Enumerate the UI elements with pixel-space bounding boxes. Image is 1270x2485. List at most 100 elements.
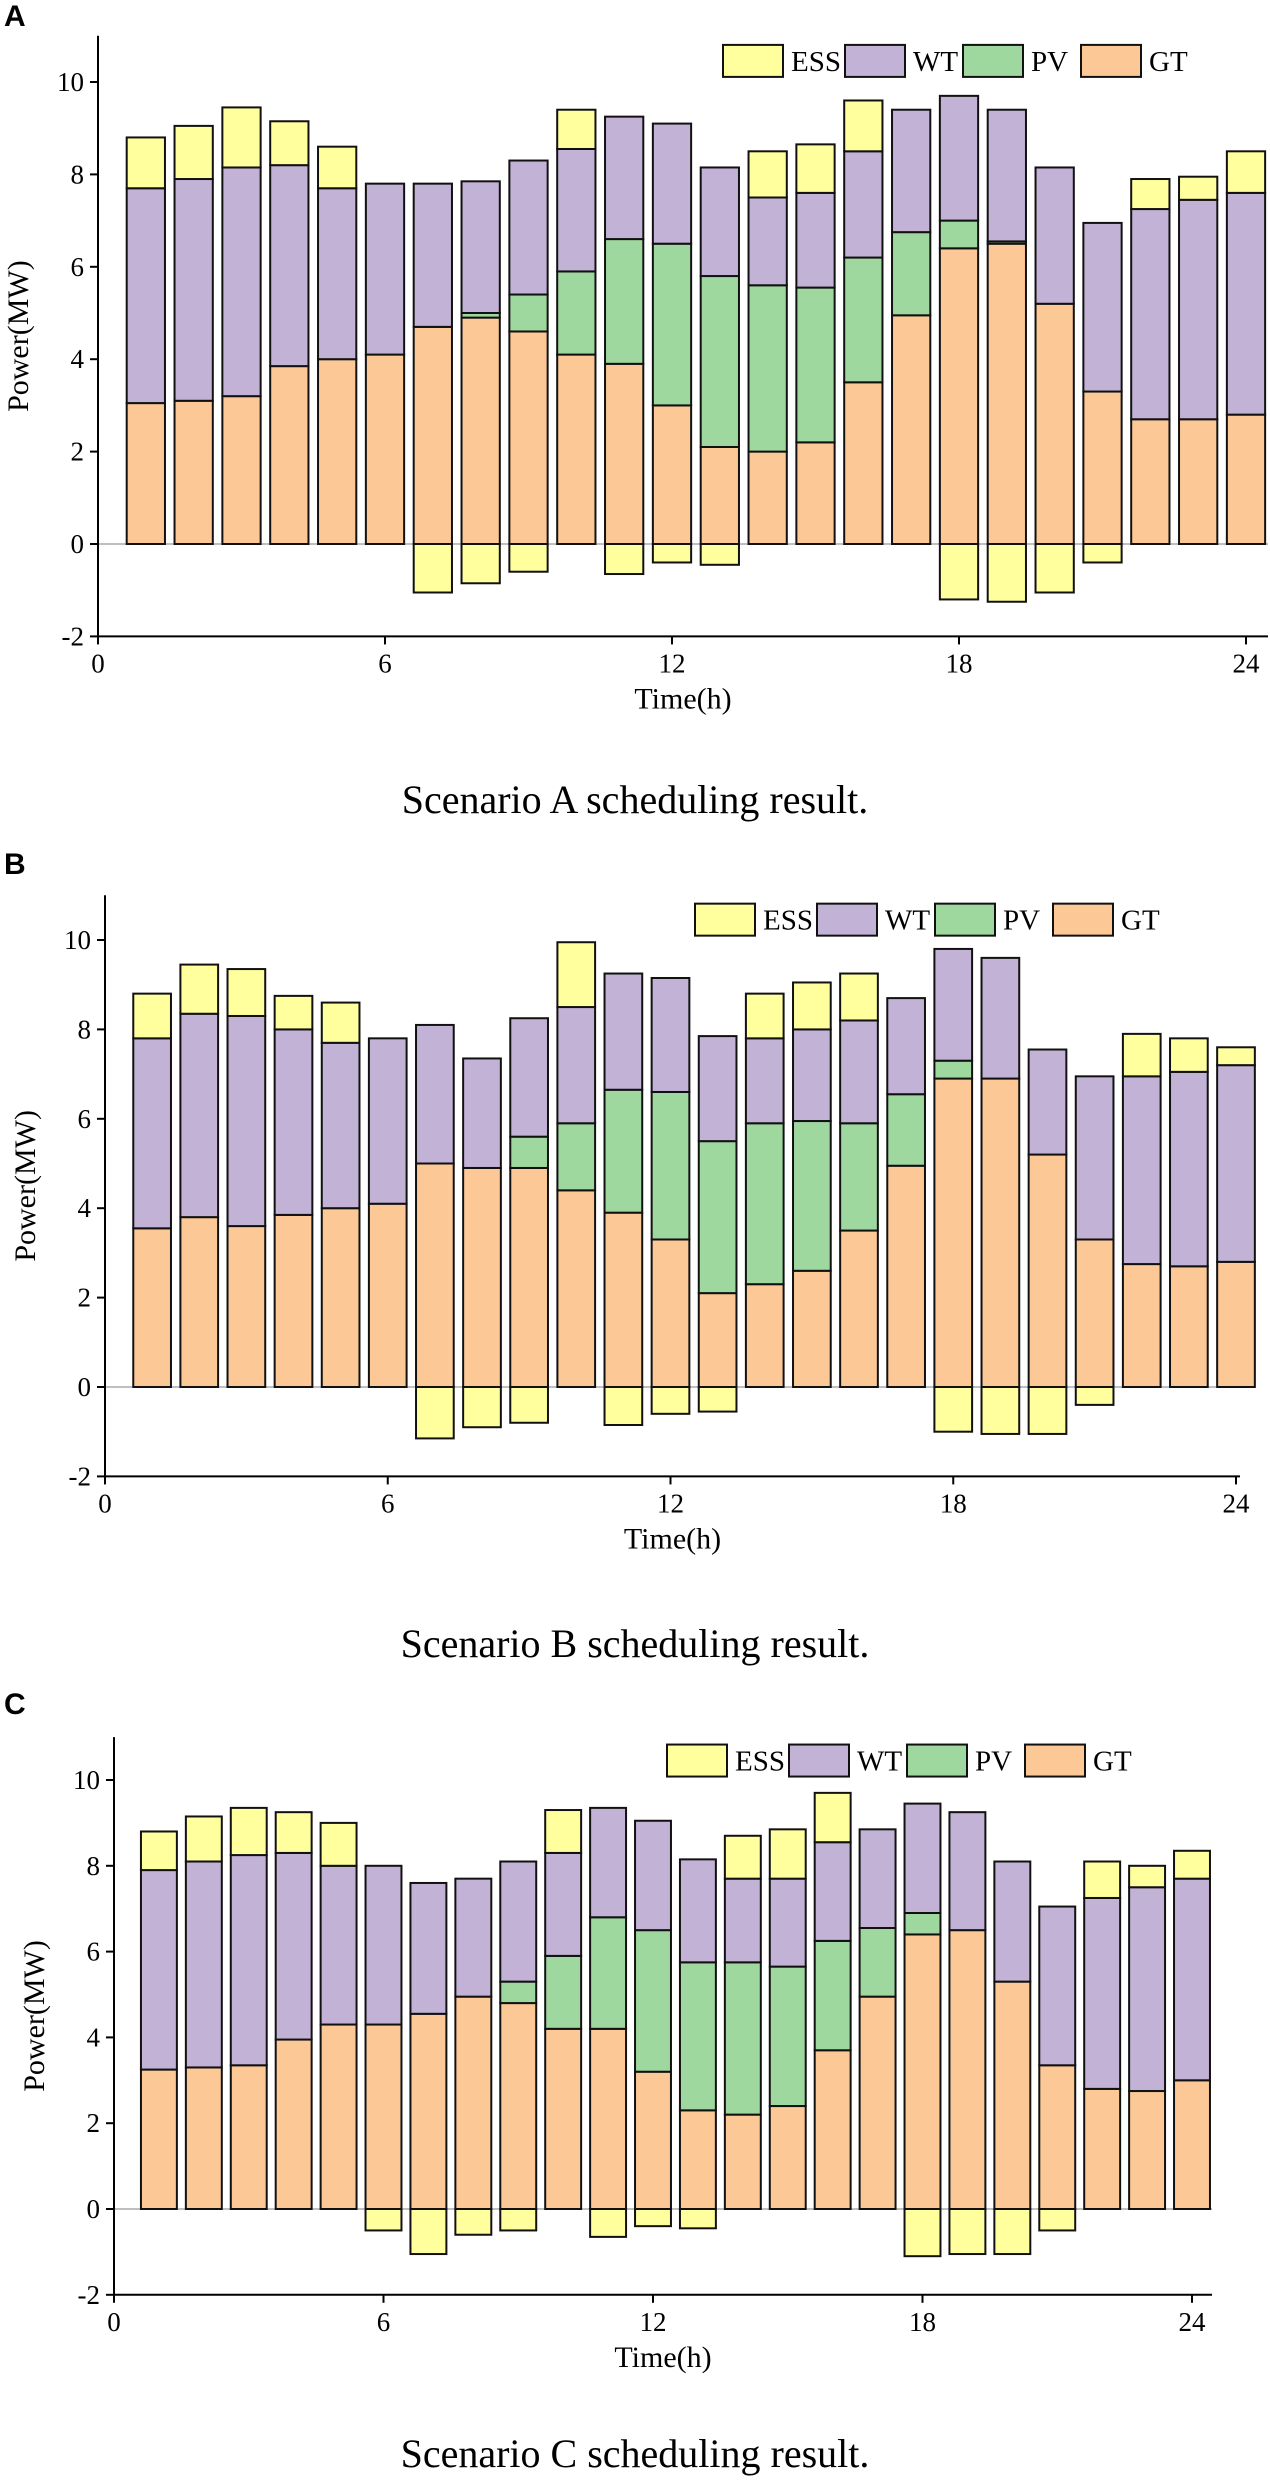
bar-wt-h17 xyxy=(858,1828,897,1930)
bar-gt-h16 xyxy=(813,2049,852,2210)
bar-ess-h8 xyxy=(460,543,501,585)
bar-wt-h13 xyxy=(699,166,740,278)
y-tick-label: 4 xyxy=(87,2022,101,2052)
bar-wt-h3 xyxy=(226,1014,267,1228)
bar-wt-h5 xyxy=(319,1864,358,2026)
bar-gt-h22 xyxy=(1083,2087,1122,2211)
bar-ess-h7 xyxy=(412,543,453,594)
bar-wt-h9 xyxy=(509,1017,549,1138)
bar-wt-h15 xyxy=(792,1028,832,1123)
bar-gt-h24 xyxy=(1216,1260,1256,1388)
x-tick-label: 24 xyxy=(1233,648,1261,678)
bar-wt-h20 xyxy=(1027,1048,1068,1156)
bar-pv-h12 xyxy=(650,1090,691,1241)
bar-pv-h11 xyxy=(603,1088,644,1214)
bar-wt-h15 xyxy=(768,1877,807,1968)
bar-ess-h23 xyxy=(1128,1864,1167,1889)
bar-wt-h7 xyxy=(415,1023,455,1165)
bar-gt-h1 xyxy=(132,1227,172,1388)
legend-label-wt: WT xyxy=(913,46,958,78)
bar-ess-h4 xyxy=(269,120,310,167)
bar-gt-h23 xyxy=(1128,2090,1167,2210)
y-tick-label: -2 xyxy=(78,2280,101,2310)
bar-gt-h1 xyxy=(139,2068,178,2211)
bar-gt-h21 xyxy=(1082,390,1123,546)
bar-gt-h11 xyxy=(603,1211,644,1389)
bar-wt-h14 xyxy=(723,1877,762,1964)
bar-wt-h20 xyxy=(1034,166,1075,305)
bar-wt-h4 xyxy=(273,1028,314,1216)
bar-gt-h18 xyxy=(938,247,980,545)
y-tick-label: 0 xyxy=(71,529,85,559)
y-tick-label: 10 xyxy=(73,1765,100,1795)
bar-pv-h17 xyxy=(886,1093,926,1167)
bar-ess-h24 xyxy=(1216,1046,1256,1067)
bar-gt-h8 xyxy=(462,1166,502,1388)
bar-ess-h13 xyxy=(697,1386,738,1413)
bar-pv-h10 xyxy=(544,1954,583,2030)
bar-wt-h21 xyxy=(1038,1905,1077,2067)
bar-wt-h23 xyxy=(1169,1070,1209,1268)
bar-ess-h5 xyxy=(319,1821,358,1867)
bar-gt-h14 xyxy=(744,1283,785,1388)
bar-gt-h15 xyxy=(792,1269,832,1388)
bar-wt-h3 xyxy=(229,1854,268,2067)
bar-ess-h20 xyxy=(993,2208,1032,2256)
bar-pv-h13 xyxy=(697,1140,738,1295)
bar-gt-h13 xyxy=(678,2109,717,2210)
bar-ess-h11 xyxy=(604,543,645,576)
bar-gt-h2 xyxy=(179,1216,220,1389)
y-tick-label: -2 xyxy=(62,621,85,651)
bar-ess-h16 xyxy=(843,99,884,153)
bar-wt-h18 xyxy=(903,1802,942,1914)
bar-ess-h1 xyxy=(132,992,172,1040)
bar-gt-h11 xyxy=(589,2027,628,2210)
bar-wt-h10 xyxy=(544,1851,583,1957)
bar-ess-h20 xyxy=(1034,543,1075,594)
bar-gt-h1 xyxy=(125,402,166,545)
bar-wt-h4 xyxy=(269,164,310,368)
bar-gt-h20 xyxy=(993,1980,1032,2210)
bar-wt-h17 xyxy=(891,108,932,234)
bar-wt-h8 xyxy=(454,1877,493,1998)
y-tick-label: 6 xyxy=(78,1104,92,1134)
bar-gt-h10 xyxy=(556,353,597,545)
bar-wt-h21 xyxy=(1074,1075,1115,1241)
bar-ess-h9 xyxy=(508,543,549,573)
bar-gt-h5 xyxy=(319,2023,358,2210)
bar-ess-h24 xyxy=(1173,1849,1211,1880)
legend-swatch-gt xyxy=(1052,902,1114,937)
panel-letter-c: C xyxy=(4,1688,26,1721)
bar-ess-h10 xyxy=(556,941,597,1009)
caption-scenario-a: Scenario A scheduling result. xyxy=(401,777,869,822)
bar-wt-h11 xyxy=(589,1806,628,1919)
bar-gt-h24 xyxy=(1225,413,1267,546)
bar-gt-h2 xyxy=(173,399,214,545)
bar-gt-h22 xyxy=(1121,1263,1162,1389)
bar-gt-h14 xyxy=(723,2113,762,2210)
bar-gt-h17 xyxy=(891,314,932,545)
bar-wt-h24 xyxy=(1173,1877,1211,2082)
y-tick-label: 8 xyxy=(78,1014,92,1044)
bar-gt-h19 xyxy=(986,242,1027,545)
bar-wt-h8 xyxy=(462,1057,502,1169)
bar-gt-h17 xyxy=(886,1164,926,1388)
bar-gt-h19 xyxy=(948,1929,987,2210)
bar-wt-h10 xyxy=(556,1006,597,1125)
x-tick-label: 12 xyxy=(640,2307,667,2337)
bar-pv-h9 xyxy=(509,1135,549,1169)
bar-ess-h6 xyxy=(364,2208,403,2232)
bar-wt-h6 xyxy=(364,1864,403,2026)
bar-gt-h22 xyxy=(1130,418,1171,546)
y-tick-label: 8 xyxy=(87,1851,101,1881)
legend-label-wt: WT xyxy=(857,1746,902,1778)
bar-gt-h21 xyxy=(1038,2064,1077,2210)
bar-gt-h21 xyxy=(1074,1238,1115,1388)
bar-ess-h13 xyxy=(678,2208,717,2230)
bar-gt-h7 xyxy=(415,1162,455,1388)
bar-pv-h11 xyxy=(604,238,645,365)
y-tick-label: -2 xyxy=(69,1461,92,1491)
bar-pv-h17 xyxy=(858,1927,897,1998)
